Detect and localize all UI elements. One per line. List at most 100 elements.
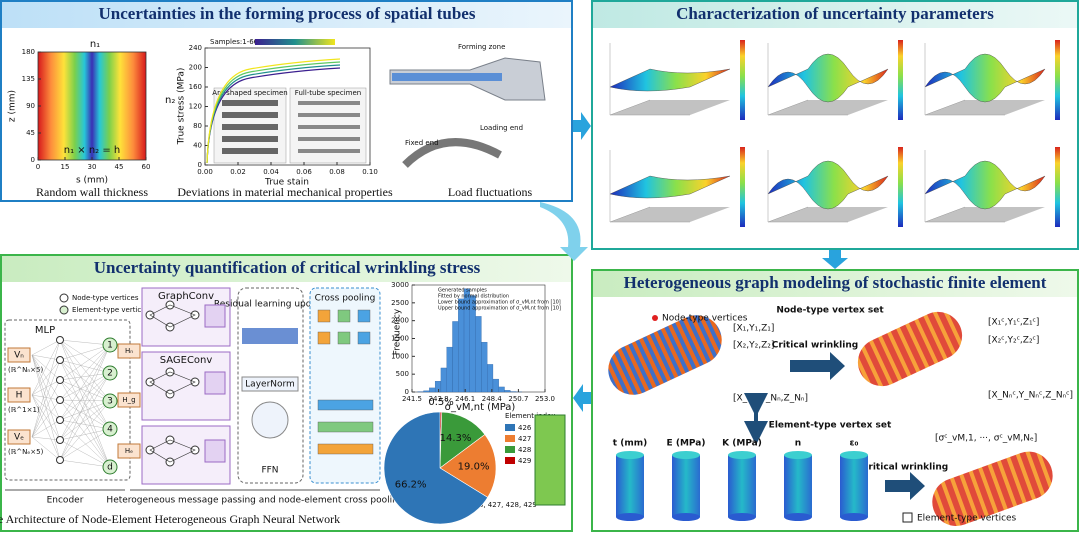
matrix <box>242 328 298 344</box>
label: LayerNorm <box>245 380 295 390</box>
edge <box>59 400 111 461</box>
label: Residual learning update <box>214 300 327 310</box>
input-dim: (ℝ^Nₙ×5) <box>8 366 43 374</box>
edge <box>59 339 111 374</box>
cylinder <box>616 455 644 517</box>
label: Forming zone <box>458 43 505 51</box>
input-box <box>7 387 31 403</box>
x-tick-label: 250.7 <box>508 395 528 403</box>
neuron-label: 3 <box>107 397 113 407</box>
y-axis-label: True stress (MPa) <box>177 68 187 146</box>
neuron <box>56 376 64 384</box>
y-tick-label: 240 <box>189 44 202 52</box>
cylinder <box>672 455 700 517</box>
x-tick-label: 15 <box>61 163 70 171</box>
y-tick-label: 135 <box>22 75 35 83</box>
pool-cube <box>337 309 351 323</box>
vector: [X₂,Y₂,Z₂] <box>733 341 774 351</box>
vector: [X₁ᶜ,Y₁ᶜ,Z₁ᶜ] <box>988 318 1039 328</box>
label: Critical wrinkling <box>772 341 858 351</box>
y-tick-label: 2500 <box>391 299 409 307</box>
y-tick-label: 180 <box>22 48 35 56</box>
histogram-bar <box>429 387 436 393</box>
arrow <box>540 202 588 261</box>
input-label: Vₑ <box>14 433 24 443</box>
neuron-label: 2 <box>107 369 113 379</box>
property-label: t (mm) <box>613 439 647 449</box>
pie-slice <box>439 434 497 498</box>
legend-label: Node-type vertices <box>662 314 748 324</box>
neuron <box>102 337 118 353</box>
edge <box>31 339 61 356</box>
edge <box>59 359 111 468</box>
label: SAGEConv <box>160 355 213 366</box>
graph-edge <box>149 371 196 395</box>
graph-edge <box>149 304 196 328</box>
colorbar <box>740 40 745 120</box>
edge <box>31 354 61 421</box>
legend-marker <box>652 315 658 321</box>
label: FFN <box>261 466 278 476</box>
surface <box>767 160 889 210</box>
y-tick-label: 1500 <box>391 335 409 343</box>
y-tick-label: 45 <box>26 129 35 137</box>
histogram-bar <box>481 341 488 393</box>
specimen <box>298 101 360 105</box>
edge <box>59 339 111 430</box>
edge <box>31 394 61 441</box>
title-bar <box>593 271 1077 297</box>
property-label: K (MPa) <box>722 439 762 449</box>
input-label: H <box>16 391 23 401</box>
pool-cube <box>357 309 371 323</box>
x-axis-label: s (mm) <box>76 176 108 186</box>
edge <box>59 344 111 461</box>
y-tick-label: 2000 <box>391 317 409 325</box>
property-label: ε₀ <box>850 439 859 449</box>
curve <box>206 58 341 164</box>
legend-label: Lower bound approximation of σ_vM,nt fro… <box>438 300 561 306</box>
edge <box>59 428 111 441</box>
edge <box>59 372 111 381</box>
vector: [X₂ᶜ,Y₂ᶜ,Z₂ᶜ] <box>988 336 1039 346</box>
edge <box>31 354 61 381</box>
graph-edge <box>149 439 196 463</box>
axes <box>609 150 690 223</box>
caption: Core Architecture of Node-Element Hetero… <box>0 512 340 526</box>
arrow <box>573 384 591 412</box>
colorbar <box>898 40 903 120</box>
x-tick-label: 0.04 <box>263 168 279 176</box>
x-tick-label: 0.10 <box>362 168 378 176</box>
feature-box <box>204 439 226 463</box>
axes <box>924 43 1005 116</box>
edge <box>59 339 111 402</box>
y-tick-label: 0 <box>198 161 202 169</box>
edge <box>59 379 111 468</box>
legend-marker <box>59 293 69 303</box>
y-tick-label: 1000 <box>391 352 409 360</box>
surface <box>609 68 731 92</box>
tube-mesh <box>608 315 722 395</box>
neuron <box>56 456 64 464</box>
hidden-box <box>117 343 141 359</box>
y-tick-label: 200 <box>189 64 202 72</box>
y-tick-label: 40 <box>193 142 202 150</box>
label: n₂ <box>165 95 175 106</box>
x-tick-label: 45 <box>115 163 124 171</box>
neuron <box>56 356 64 364</box>
cylinder-bottom <box>840 513 868 521</box>
legend-swatch <box>505 435 515 442</box>
hidden-box <box>117 443 141 459</box>
legend-label: Element-type vertices <box>72 306 150 314</box>
edge <box>31 436 61 441</box>
neuron <box>102 459 118 475</box>
panel-title: Uncertainty quantification of critical w… <box>94 258 481 277</box>
label: Encoder <box>47 496 84 506</box>
specimen <box>298 125 360 129</box>
y-tick-label: 80 <box>193 122 202 130</box>
neuron-label: d <box>107 463 113 473</box>
y-tick-label: 500 <box>396 370 409 378</box>
label: Arc-shaped specimen <box>212 89 287 97</box>
label: GraphConv <box>158 291 214 302</box>
label: Critical wrinkling <box>862 463 948 473</box>
